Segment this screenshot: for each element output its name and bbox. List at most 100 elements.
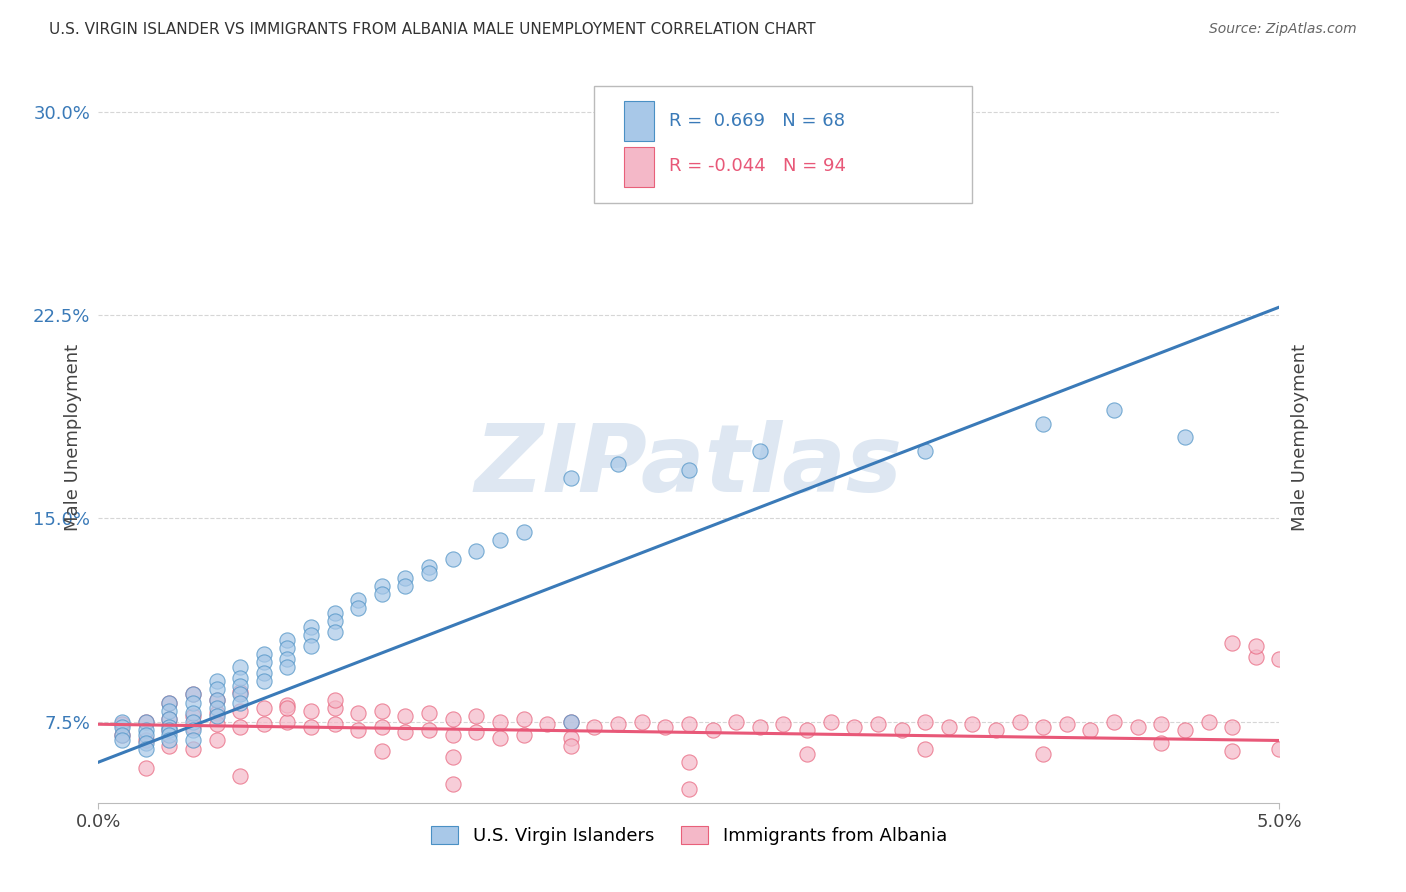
Point <box>1244 649 1267 664</box>
Point <box>229 660 252 674</box>
Point <box>394 571 416 585</box>
Point <box>253 665 276 680</box>
Point <box>157 723 180 737</box>
Point <box>276 698 298 713</box>
Point <box>323 625 346 640</box>
Point <box>181 733 204 747</box>
Point <box>205 709 228 723</box>
Point <box>347 592 370 607</box>
Point <box>748 443 770 458</box>
Point <box>111 717 134 731</box>
Bar <box>624 146 654 187</box>
Point <box>1008 714 1031 729</box>
Point <box>1080 723 1102 737</box>
Point <box>418 560 440 574</box>
Point <box>1198 714 1220 729</box>
Point <box>299 639 322 653</box>
Text: ZIPatlas: ZIPatlas <box>475 420 903 512</box>
Point <box>607 457 630 471</box>
Point <box>560 731 582 745</box>
Point <box>111 733 134 747</box>
Point <box>205 693 228 707</box>
Point <box>229 696 252 710</box>
Text: Source: ZipAtlas.com: Source: ZipAtlas.com <box>1209 22 1357 37</box>
Point <box>253 701 276 715</box>
Point <box>276 633 298 648</box>
Point <box>157 712 180 726</box>
Point <box>323 701 346 715</box>
Point <box>1126 720 1149 734</box>
FancyBboxPatch shape <box>595 86 973 203</box>
Y-axis label: Male Unemployment: Male Unemployment <box>63 343 82 531</box>
Point <box>654 720 676 734</box>
Point <box>323 717 346 731</box>
Text: U.S. VIRGIN ISLANDER VS IMMIGRANTS FROM ALBANIA MALE UNEMPLOYMENT CORRELATION CH: U.S. VIRGIN ISLANDER VS IMMIGRANTS FROM … <box>49 22 815 37</box>
Point <box>323 693 346 707</box>
Point <box>772 717 794 731</box>
Point <box>914 714 936 729</box>
Point <box>583 720 606 734</box>
Point <box>135 736 157 750</box>
Point <box>157 712 180 726</box>
Point <box>1032 720 1054 734</box>
Point <box>229 684 252 698</box>
Point <box>157 723 180 737</box>
Point <box>938 720 960 734</box>
Point <box>512 712 534 726</box>
Point <box>181 720 204 734</box>
Point <box>512 524 534 539</box>
Point <box>299 704 322 718</box>
Point <box>253 717 276 731</box>
Point <box>111 728 134 742</box>
Point <box>157 728 180 742</box>
Point <box>229 671 252 685</box>
Point <box>796 747 818 761</box>
Point <box>512 728 534 742</box>
Point <box>157 704 180 718</box>
Point <box>276 701 298 715</box>
Point <box>181 688 204 702</box>
Point <box>844 720 866 734</box>
Point <box>489 731 512 745</box>
Point <box>181 741 204 756</box>
Point <box>135 723 157 737</box>
Point <box>1150 717 1173 731</box>
Point <box>229 679 252 693</box>
Point <box>1056 717 1078 731</box>
Point <box>820 714 842 729</box>
Point <box>276 652 298 666</box>
Legend: U.S. Virgin Islanders, Immigrants from Albania: U.S. Virgin Islanders, Immigrants from A… <box>423 819 955 852</box>
Point <box>205 693 228 707</box>
Point <box>394 709 416 723</box>
Point <box>276 660 298 674</box>
Point <box>418 706 440 721</box>
Y-axis label: Male Unemployment: Male Unemployment <box>1291 343 1309 531</box>
Point <box>394 579 416 593</box>
Text: R =  0.669   N = 68: R = 0.669 N = 68 <box>669 112 845 130</box>
Point <box>678 782 700 797</box>
Point <box>253 673 276 688</box>
Point <box>394 725 416 739</box>
Point <box>323 615 346 629</box>
Point <box>135 733 157 747</box>
Point <box>1174 430 1197 444</box>
Point <box>253 655 276 669</box>
Point <box>418 723 440 737</box>
Point <box>205 681 228 696</box>
Point <box>299 720 322 734</box>
Point <box>135 728 157 742</box>
Point <box>157 696 180 710</box>
Point <box>1032 417 1054 431</box>
Point <box>1268 652 1291 666</box>
Point <box>111 714 134 729</box>
Point <box>135 741 157 756</box>
Point <box>205 673 228 688</box>
Point <box>748 720 770 734</box>
Point <box>276 714 298 729</box>
Point <box>371 587 394 601</box>
Point <box>1032 747 1054 761</box>
Point <box>890 723 912 737</box>
Point <box>441 552 464 566</box>
Point <box>111 728 134 742</box>
Point <box>702 723 724 737</box>
